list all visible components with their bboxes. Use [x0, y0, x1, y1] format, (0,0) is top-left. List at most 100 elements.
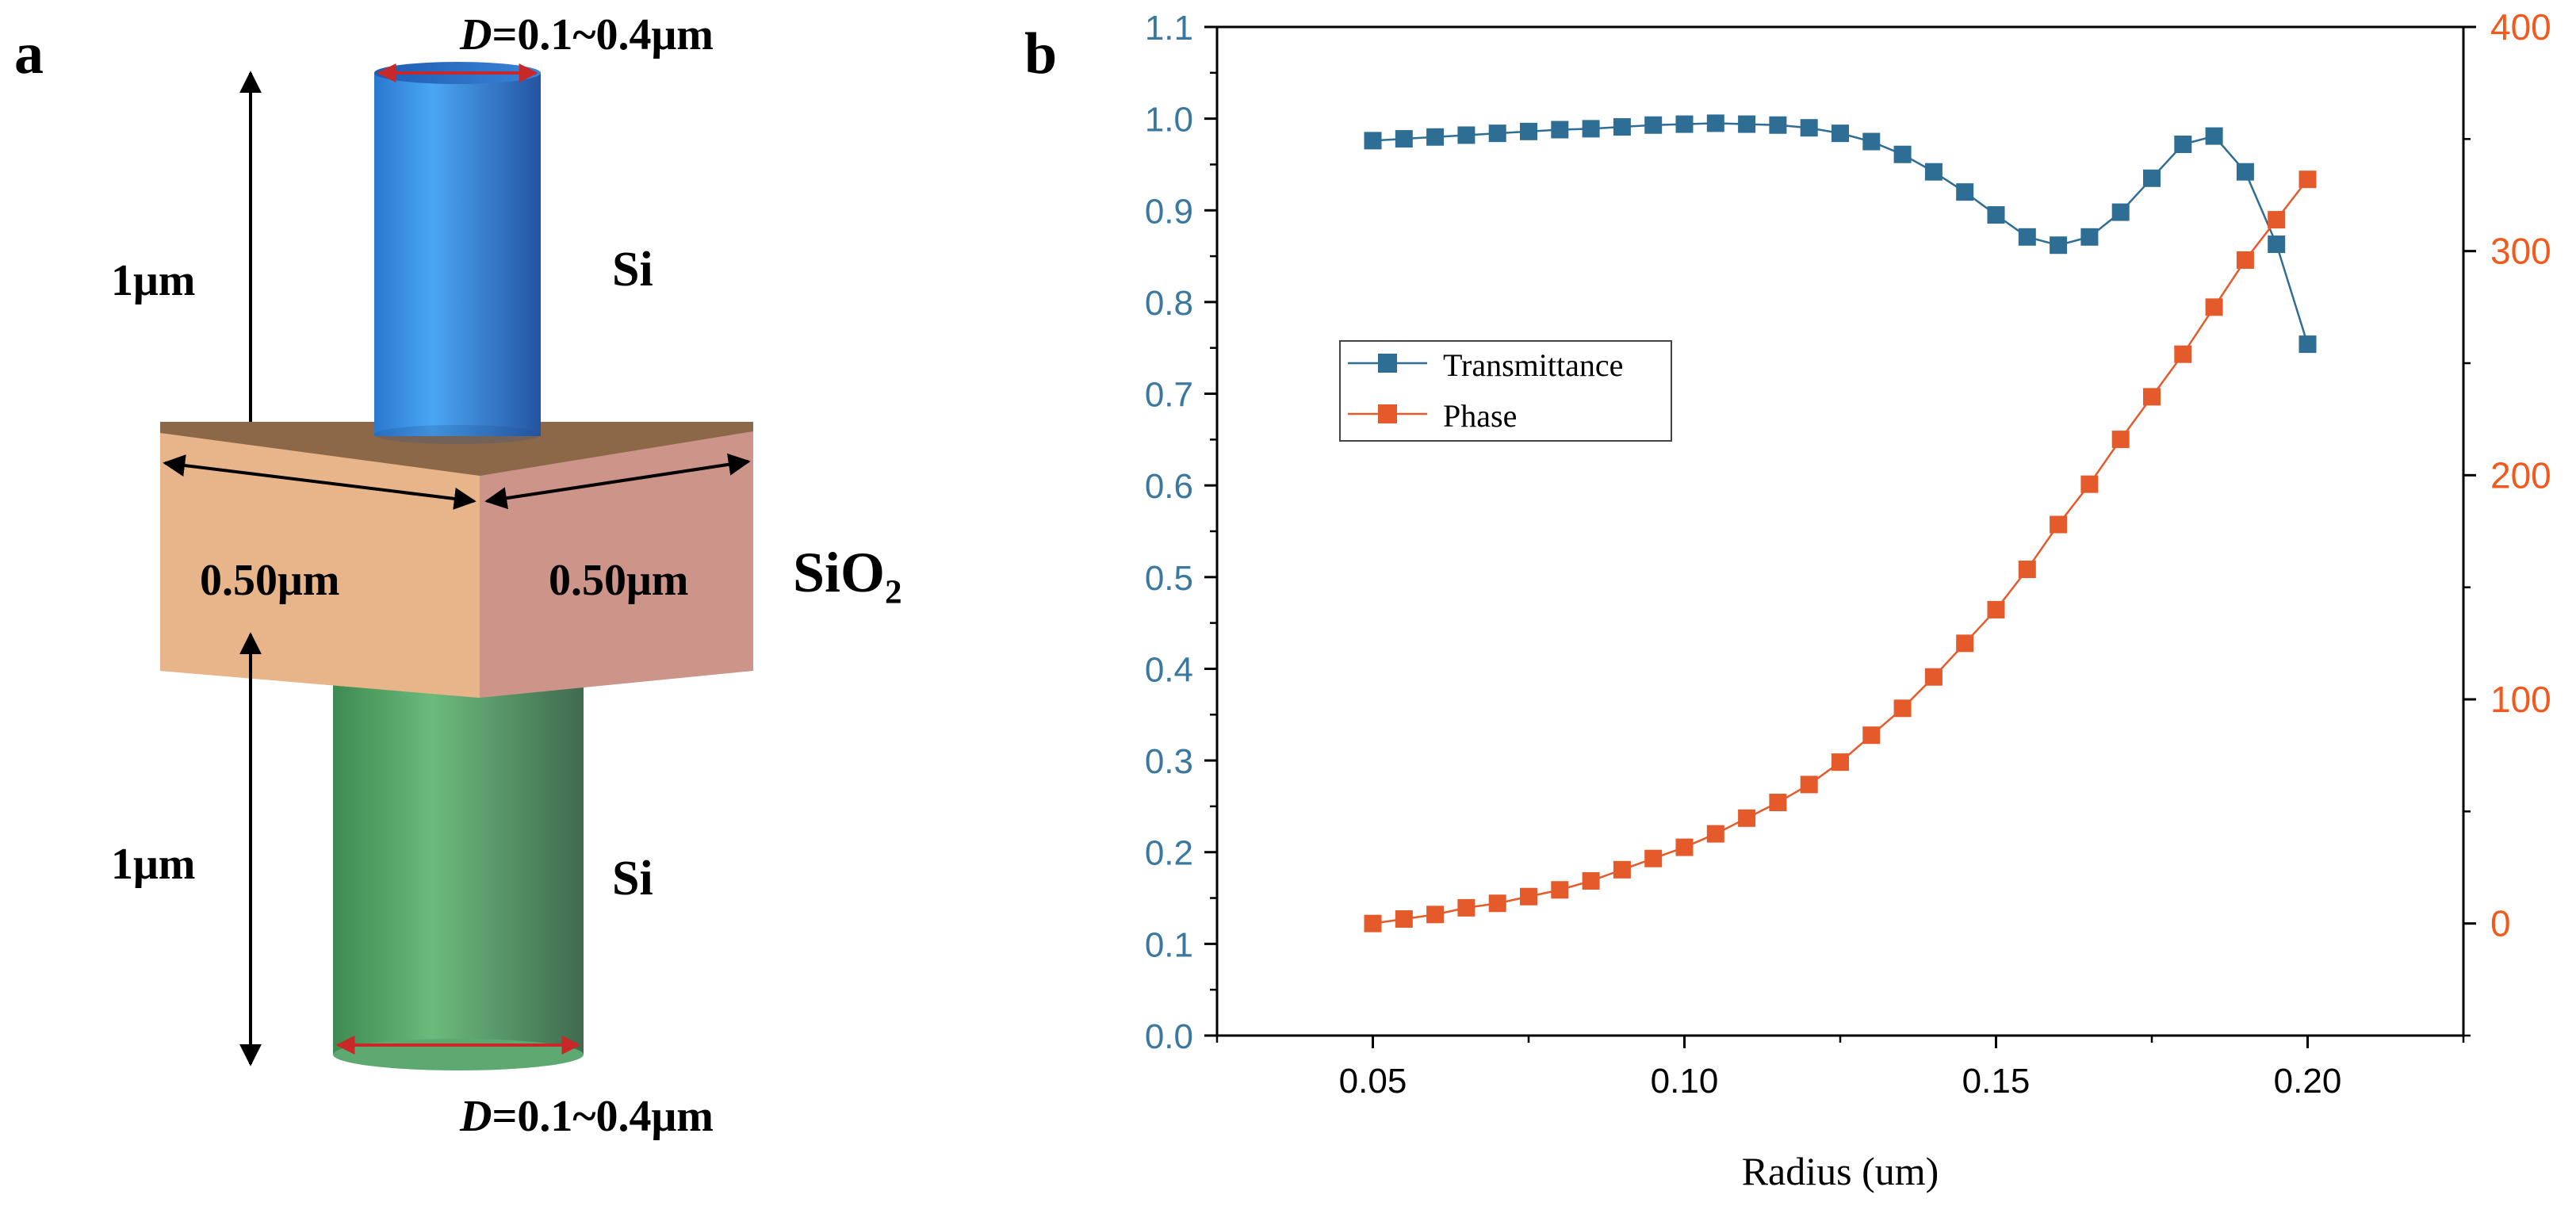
left-axis-tick-label: 0.2	[1145, 834, 1193, 873]
left-axis-tick-label: 1.0	[1145, 101, 1193, 140]
phase-point	[1364, 914, 1382, 932]
transmittance-point	[1613, 118, 1631, 136]
transmittance-point	[2050, 236, 2068, 255]
transmittance-point	[1520, 122, 1537, 140]
left-axis-tick-label: 0.3	[1145, 742, 1193, 781]
transmittance-point	[2236, 163, 2254, 181]
transmittance-point	[1706, 114, 1724, 132]
legend-phase-label: Phase	[1443, 398, 1517, 434]
phase-point	[2268, 211, 2286, 229]
legend-phase-marker	[1378, 404, 1397, 423]
left-axis-tick-label: 0.0	[1145, 1017, 1193, 1056]
x-axis: 0.05 0.10 0.15 0.20	[1215, 1036, 2465, 1101]
left-axis-tick-label: 0.9	[1145, 192, 1193, 231]
phase-point	[1582, 871, 1600, 890]
transmittance-point	[2205, 127, 2223, 145]
transmittance-point	[2080, 228, 2099, 246]
legend: Transmittance Phase	[1339, 340, 1672, 442]
legend-transmittance-label: Transmittance	[1443, 347, 1623, 383]
phase-point	[1675, 838, 1694, 856]
transmittance-point	[1738, 115, 1756, 133]
left-axis-tick-label: 1.1	[1145, 9, 1193, 48]
phase-point	[1706, 825, 1724, 843]
right-axis-tick-label: 200	[2490, 454, 2551, 496]
phase-point	[1551, 881, 1569, 899]
phase-point	[1893, 699, 1912, 718]
transmittance-point	[1457, 126, 1476, 144]
bottom-pillar-body	[333, 650, 584, 1055]
phase-point	[2174, 345, 2192, 363]
height-bottom-label: 1μm	[111, 840, 195, 889]
left-axis: 0.0 0.1 0.2 0.3 0.4 0.5 0.6 0.7 0.8 0.9 1.0 1.1	[1145, 9, 1217, 1056]
phase-point	[1644, 849, 1663, 867]
transmittance-point	[1582, 120, 1600, 138]
height-top-label: 1μm	[111, 256, 195, 305]
panel-b-label: b	[1024, 21, 1057, 86]
transmittance-point	[1551, 121, 1569, 139]
x-axis-tick-label: 0.10	[1651, 1062, 1719, 1101]
panel-b-chart: b 0.0 0.1 0.2 0.3 0.4 0.5 0.6 0.7 0.8 0.9 1.0 1.1 0…	[1024, 6, 2551, 1193]
phase-point	[1769, 794, 1787, 812]
right-axis-tick-label: 400	[2490, 6, 2551, 48]
left-axis-tick-label: 0.7	[1145, 376, 1193, 415]
phase-point	[1862, 726, 1881, 745]
transmittance-point	[1644, 116, 1663, 134]
phase-point	[1613, 860, 1631, 879]
phase-point	[1924, 668, 1943, 686]
phase-point	[1488, 894, 1506, 913]
transmittance-point	[1862, 132, 1881, 151]
phase-point	[1832, 753, 1849, 772]
substrate-width-left-arrow	[163, 454, 477, 510]
phase-point	[2205, 298, 2223, 316]
substrate-width-left-label: 0.50μm	[200, 556, 339, 605]
left-axis-tick-label: 0.8	[1145, 284, 1193, 323]
transmittance-point	[1488, 124, 1506, 143]
transmittance-point	[2298, 335, 2317, 354]
phase-point	[1457, 898, 1476, 917]
top-pillar-base	[374, 381, 541, 436]
phase-point	[1987, 600, 2005, 618]
top-pillar-shadow	[374, 425, 541, 444]
transmittance-point	[1832, 124, 1849, 143]
right-axis: 0 100 200 300 400	[2463, 6, 2551, 1037]
phase-point	[1738, 809, 1756, 827]
substrate-width-right-arrow	[484, 453, 751, 510]
phase-point	[2298, 170, 2317, 189]
phase-point	[1426, 906, 1445, 924]
diameter-top-rest: =0.1~0.4μm	[492, 10, 713, 59]
left-axis-tick-label: 0.1	[1145, 925, 1193, 964]
transmittance-point	[2268, 235, 2286, 254]
phase-point	[1800, 775, 1818, 794]
series-phase	[1364, 170, 2317, 932]
substrate-width-right-label: 0.50μm	[549, 556, 688, 605]
transmittance-point	[1800, 119, 1818, 137]
phase-point	[2111, 431, 2130, 449]
transmittance-point	[2018, 228, 2036, 246]
phase-point	[2018, 561, 2036, 579]
transmittance-point	[1395, 130, 1413, 148]
phase-point	[2050, 515, 2068, 534]
left-axis-tick-label: 0.5	[1145, 559, 1193, 598]
legend-transmittance-marker	[1378, 354, 1397, 373]
plot-frame	[1215, 25, 2465, 1037]
transmittance-point	[1956, 183, 1974, 201]
phase-point	[1520, 887, 1537, 906]
diameter-bottom-label: D=0.1~0.4μm	[459, 1092, 714, 1141]
left-axis-tick-label: 0.6	[1145, 467, 1193, 506]
phase-point	[2080, 475, 2099, 493]
diameter-top-label: D=0.1~0.4μm	[459, 10, 714, 59]
diameter-bottom-italic: D	[459, 1092, 492, 1141]
phase-point	[2143, 388, 2161, 406]
phase-point	[1956, 634, 1974, 653]
panel-a-label: a	[14, 21, 44, 86]
transmittance-point	[1893, 145, 1912, 163]
x-axis-label: Radius (um)	[1742, 1149, 1939, 1193]
transmittance-point	[2111, 203, 2130, 221]
transmittance-point	[2143, 169, 2161, 187]
transmittance-point	[1987, 206, 2005, 224]
x-axis-tick-label: 0.20	[2274, 1062, 2342, 1101]
diameter-bottom-rest: =0.1~0.4μm	[492, 1092, 713, 1141]
transmittance-line	[1372, 122, 2309, 345]
substrate-material-label: SiO₂	[793, 541, 902, 604]
